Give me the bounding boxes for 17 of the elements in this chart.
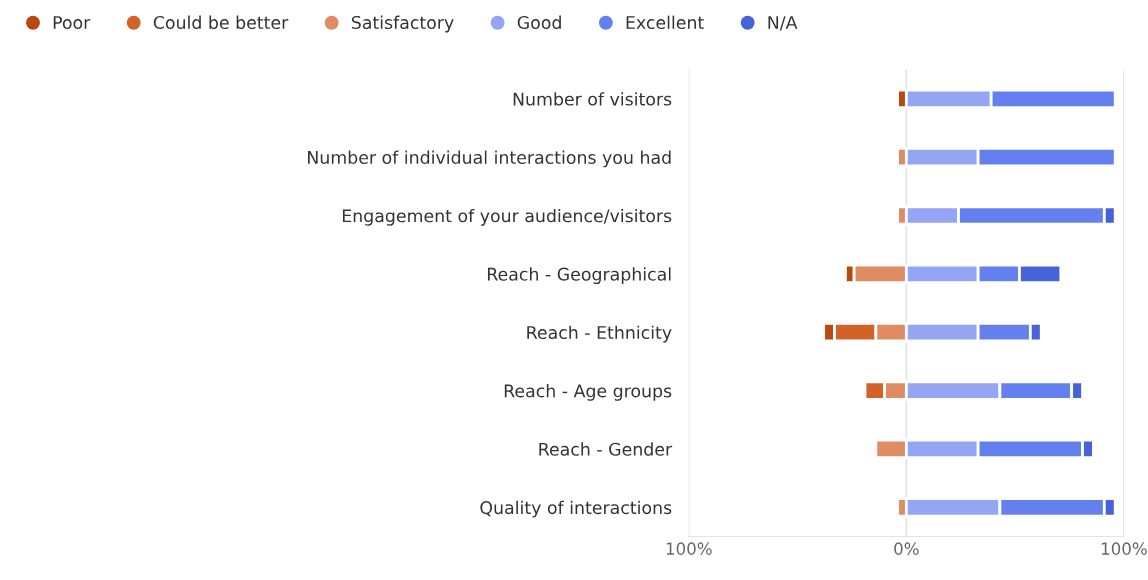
y-tick-label: Reach - Age groups: [504, 384, 672, 401]
legend-label: Could be better: [153, 15, 289, 30]
y-tick-label: Number of individual interactions you had: [308, 150, 671, 168]
y-tick-label: Engagement of your audience/visitors: [342, 208, 672, 226]
y-tick-label: Number of visitors: [513, 92, 672, 106]
legend-label: Excellent: [626, 15, 704, 30]
legend-label: Satisfactory: [351, 15, 454, 33]
y-tick-label: Quality of interactions: [480, 500, 672, 518]
x-tick-label: 0%: [894, 542, 919, 555]
y-tick-label: Reach - Geographical: [487, 267, 671, 285]
x-tick-label: 100%: [666, 542, 712, 555]
legend-label: Poor: [53, 16, 91, 30]
y-tick-label: Reach - Ethnicity: [527, 325, 672, 343]
y-tick-label: Reach - Gender: [539, 442, 673, 456]
x-tick-label: 100%: [1101, 542, 1147, 555]
legend-label: Good: [517, 15, 561, 30]
legend-label: N/A: [768, 16, 798, 31]
